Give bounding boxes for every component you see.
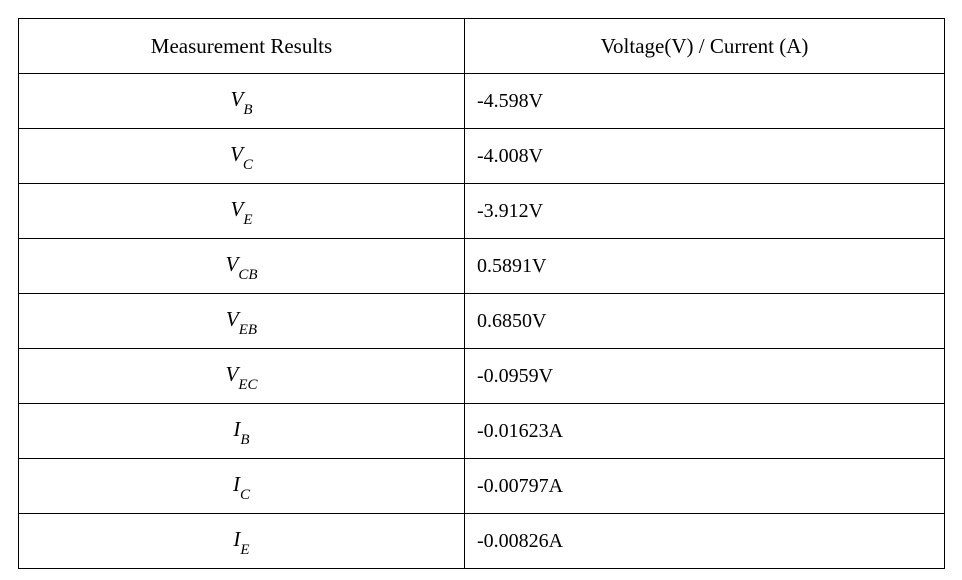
- measurement-table: Measurement Results Voltage(V) / Current…: [18, 18, 945, 569]
- variable-subscript: EB: [239, 322, 257, 338]
- header-measurement: Measurement Results: [19, 19, 465, 74]
- table-row: IB -0.01623A: [19, 404, 945, 459]
- variable-symbol: V: [231, 197, 244, 222]
- table-row: IC -0.00797A: [19, 459, 945, 514]
- variable-subscript: C: [243, 157, 253, 173]
- measurement-label: VEB: [19, 294, 465, 349]
- measurement-label: VB: [19, 74, 465, 129]
- table-row: VEC -0.0959V: [19, 349, 945, 404]
- variable-symbol: I: [233, 472, 240, 497]
- measurement-value: 0.6850V: [465, 294, 945, 349]
- measurement-label: IB: [19, 404, 465, 459]
- measurement-value: -4.008V: [465, 129, 945, 184]
- header-voltage-current: Voltage(V) / Current (A): [465, 19, 945, 74]
- table-row: VB -4.598V: [19, 74, 945, 129]
- measurement-value: -0.0959V: [465, 349, 945, 404]
- variable-symbol: V: [226, 362, 239, 387]
- variable-symbol: V: [226, 307, 239, 332]
- variable-subscript: EC: [238, 377, 257, 393]
- variable-subscript: CB: [238, 267, 257, 283]
- measurement-label: IE: [19, 514, 465, 569]
- variable-symbol: V: [230, 142, 243, 167]
- table-row: VE -3.912V: [19, 184, 945, 239]
- table-row: VC -4.008V: [19, 129, 945, 184]
- measurement-value: -3.912V: [465, 184, 945, 239]
- variable-subscript: B: [240, 432, 249, 448]
- measurement-value: -0.00797A: [465, 459, 945, 514]
- measurement-label: VEC: [19, 349, 465, 404]
- variable-subscript: B: [243, 102, 252, 118]
- measurement-value: -0.01623A: [465, 404, 945, 459]
- variable-symbol: V: [226, 252, 239, 277]
- variable-subscript: C: [240, 487, 250, 503]
- variable-symbol: V: [231, 87, 244, 112]
- measurement-value: 0.5891V: [465, 239, 945, 294]
- measurement-label: VCB: [19, 239, 465, 294]
- table-row: IE -0.00826A: [19, 514, 945, 569]
- variable-subscript: E: [240, 542, 249, 558]
- measurement-label: VE: [19, 184, 465, 239]
- measurement-value: -0.00826A: [465, 514, 945, 569]
- measurement-label: IC: [19, 459, 465, 514]
- measurement-label: VC: [19, 129, 465, 184]
- table-header-row: Measurement Results Voltage(V) / Current…: [19, 19, 945, 74]
- table-row: VEB 0.6850V: [19, 294, 945, 349]
- variable-subscript: E: [243, 212, 252, 228]
- measurement-value: -4.598V: [465, 74, 945, 129]
- table-row: VCB 0.5891V: [19, 239, 945, 294]
